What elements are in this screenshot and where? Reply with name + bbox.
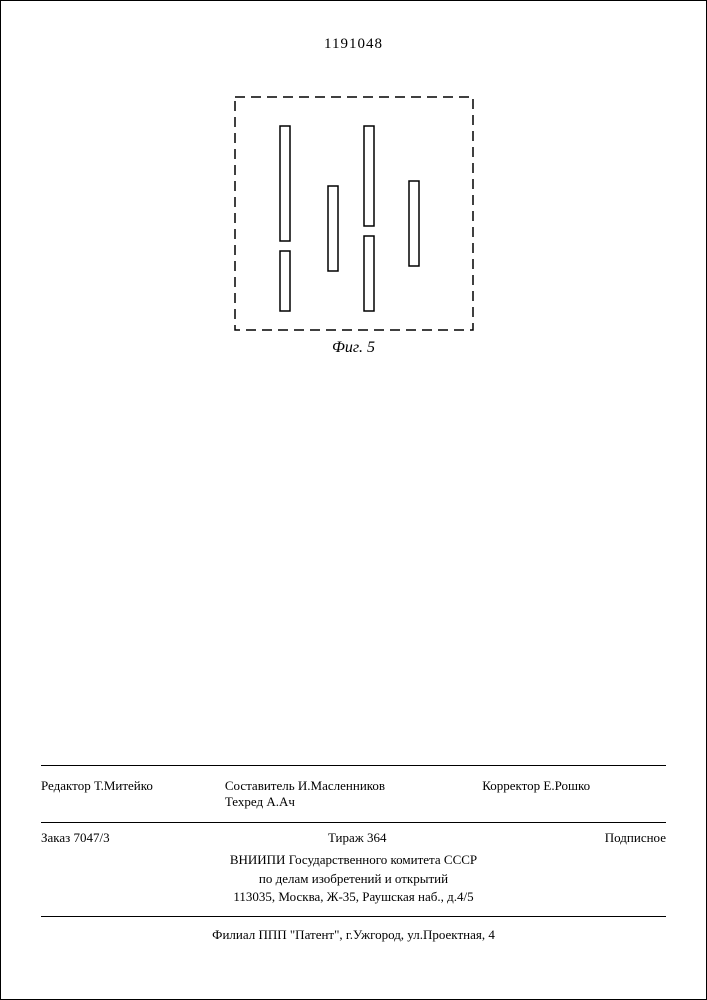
filial: Филиал ППП "Патент", г.Ужгород, ул.Проек…: [41, 921, 666, 949]
divider: [41, 765, 666, 766]
org-address: 113035, Москва, Ж-35, Раушская наб., д.4…: [41, 888, 666, 906]
divider: [41, 916, 666, 917]
credits-row: Редактор Т.Митейко Составитель И.Масленн…: [41, 770, 666, 818]
figure-5: Фиг. 5: [234, 96, 474, 357]
corrector: Корректор Е.Рошко: [482, 778, 666, 810]
dashed-box: [235, 97, 473, 330]
order-row: Заказ 7047/3 Тираж 364 Подписное: [41, 827, 666, 849]
org-line1: ВНИИПИ Государственного комитета СССР: [41, 851, 666, 869]
page: 1191048 Фиг. 5 Редактор Т.Митейко Состав…: [0, 0, 707, 1000]
slot-bar: [328, 186, 338, 271]
org-line2: по делам изобретений и открытий: [41, 870, 666, 888]
order-number: Заказ 7047/3: [41, 830, 110, 846]
footer-block: Редактор Т.Митейко Составитель И.Масленн…: [41, 761, 666, 949]
divider: [41, 822, 666, 823]
editor: Редактор Т.Митейко: [41, 778, 225, 810]
slot-bar: [280, 126, 290, 241]
figure-svg: [234, 96, 474, 331]
slot-bar: [409, 181, 419, 266]
org-block: ВНИИПИ Государственного комитета СССР по…: [41, 849, 666, 912]
circulation: Тираж 364: [328, 830, 387, 846]
subscription: Подписное: [605, 830, 666, 846]
credits-center: Составитель И.Масленников Техред А.Ач: [225, 778, 482, 810]
document-number: 1191048: [41, 36, 666, 53]
slot-bar: [364, 236, 374, 311]
slot-bar: [364, 126, 374, 226]
figure-caption: Фиг. 5: [234, 339, 474, 357]
tech-editor: Техред А.Ач: [225, 794, 482, 810]
compiler: Составитель И.Масленников: [225, 778, 482, 794]
slot-bar: [280, 251, 290, 311]
